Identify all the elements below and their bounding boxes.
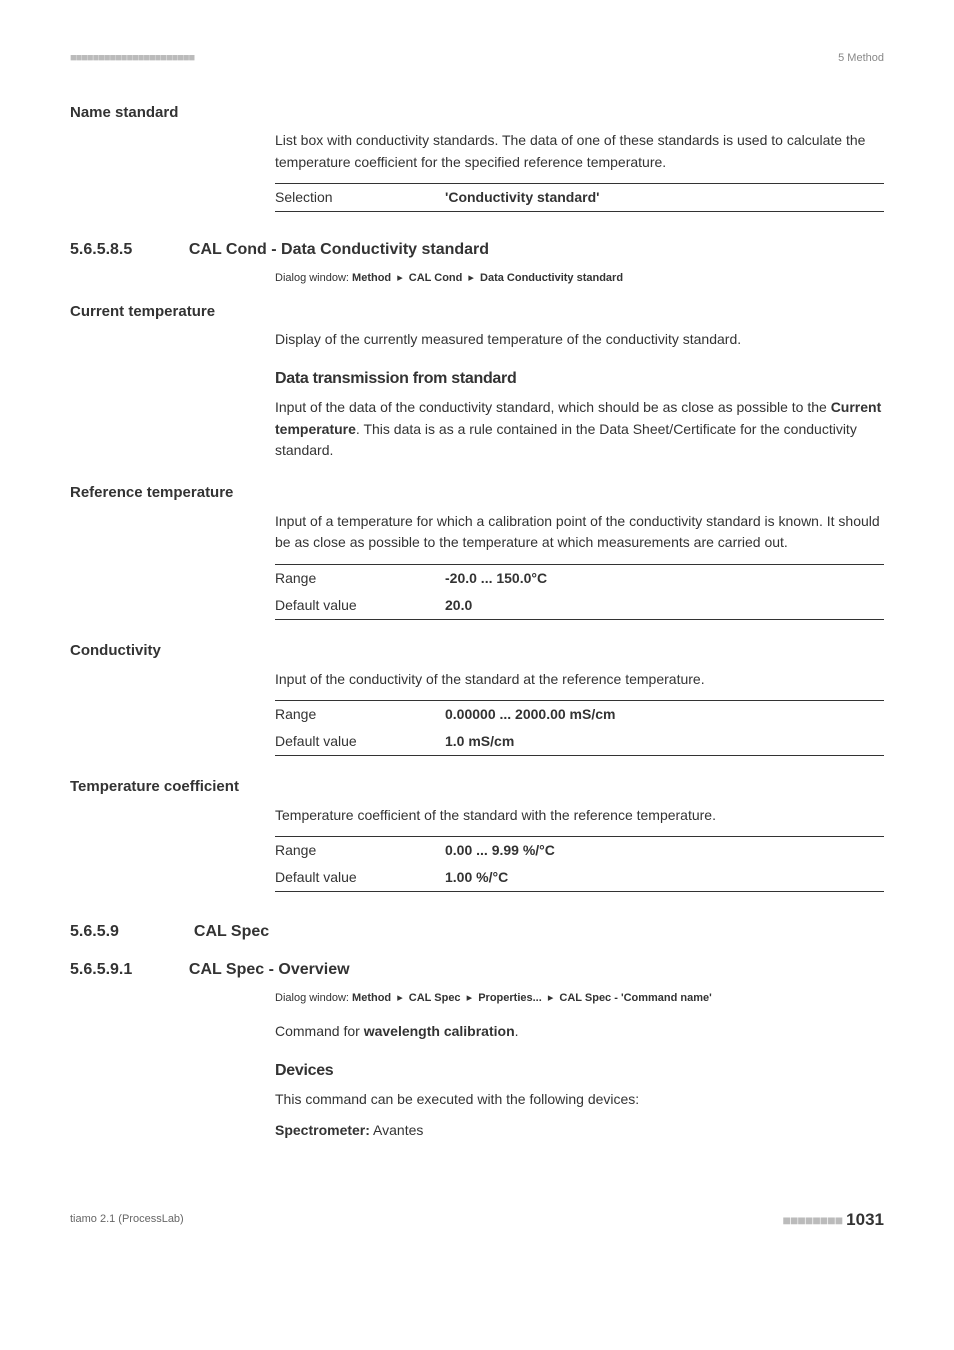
section-conductivity: Conductivity Input of the conductivity o… bbox=[70, 640, 884, 756]
dialog-part: Method bbox=[352, 272, 391, 284]
heading-number: 5.6.5.9.1 bbox=[70, 958, 185, 982]
cell-default-label: Default value bbox=[275, 864, 445, 892]
cell-range-label: Range bbox=[275, 837, 445, 865]
header-chapter: 5 Method bbox=[838, 50, 884, 67]
text-temperature-coefficient: Temperature coefficient of the standard … bbox=[275, 805, 884, 827]
cell-default-value: 1.00 %/°C bbox=[445, 864, 884, 892]
text-data-transmission: Input of the data of the conductivity st… bbox=[275, 397, 884, 462]
text-reference-temperature: Input of a temperature for which a calib… bbox=[275, 511, 884, 554]
text-fragment: . This data is as a rule contained in th… bbox=[275, 421, 857, 459]
subheading-devices: Devices bbox=[275, 1059, 884, 1083]
cell-selection-label: Selection bbox=[275, 184, 445, 212]
cell-selection-value: 'Conductivity standard' bbox=[445, 184, 884, 212]
dialog-part: CAL Spec bbox=[409, 992, 461, 1004]
label-current-temperature: Current temperature bbox=[70, 301, 884, 324]
table-temperature-coefficient: Range 0.00 ... 9.99 %/°C Default value 1… bbox=[275, 836, 884, 892]
text-spectrometer: Spectrometer: Avantes bbox=[275, 1120, 884, 1142]
text-name-standard: List box with conductivity standards. Th… bbox=[275, 130, 884, 173]
separator-icon: ▸ bbox=[394, 272, 406, 284]
heading-number: 5.6.5.9 bbox=[70, 920, 190, 944]
text-fragment: Input of the data of the conductivity st… bbox=[275, 399, 831, 415]
section-reference-temperature: Reference temperature Input of a tempera… bbox=[70, 482, 884, 620]
footer-number: 1031 bbox=[846, 1210, 884, 1229]
label-temperature-coefficient: Temperature coefficient bbox=[70, 776, 884, 799]
heading-5-6-5-9: 5.6.5.9 CAL Spec bbox=[70, 920, 884, 944]
table-reference-temperature: Range -20.0 ... 150.0°C Default value 20… bbox=[275, 564, 884, 620]
label-name-standard: Name standard bbox=[70, 102, 884, 125]
cell-default-label: Default value bbox=[275, 728, 445, 756]
heading-title: CAL Spec bbox=[194, 920, 269, 944]
heading-title: CAL Spec - Overview bbox=[189, 958, 350, 982]
section-temperature-coefficient: Temperature coefficient Temperature coef… bbox=[70, 776, 884, 892]
dialog-part: CAL Cond bbox=[409, 272, 463, 284]
cell-range-value: 0.00000 ... 2000.00 mS/cm bbox=[445, 701, 884, 729]
label-conductivity: Conductivity bbox=[70, 640, 884, 663]
table-row: Range 0.00000 ... 2000.00 mS/cm bbox=[275, 701, 884, 729]
text-bold-inline: wavelength calibration bbox=[364, 1023, 515, 1039]
page-footer: tiamo 2.1 (ProcessLab) ■■■■■■■■1031 bbox=[70, 1192, 884, 1233]
spectrometer-label: Spectrometer: bbox=[275, 1122, 370, 1138]
dialog-prefix: Dialog window: bbox=[275, 992, 352, 1004]
cell-default-label: Default value bbox=[275, 592, 445, 620]
cell-range-label: Range bbox=[275, 565, 445, 593]
table-conductivity: Range 0.00000 ... 2000.00 mS/cm Default … bbox=[275, 700, 884, 756]
text-fragment: . bbox=[515, 1023, 519, 1039]
separator-icon: ▸ bbox=[465, 272, 477, 284]
table-row: Default value 1.00 %/°C bbox=[275, 864, 884, 892]
table-row: Range 0.00 ... 9.99 %/°C bbox=[275, 837, 884, 865]
label-reference-temperature: Reference temperature bbox=[70, 482, 884, 505]
dialog-prefix: Dialog window: bbox=[275, 272, 352, 284]
spectrometer-value: Avantes bbox=[370, 1122, 423, 1138]
heading-5-6-5-9-1: 5.6.5.9.1 CAL Spec - Overview bbox=[70, 958, 884, 982]
heading-5-6-5-8-5: 5.6.5.8.5 CAL Cond - Data Conductivity s… bbox=[70, 238, 884, 262]
header-dots: ■■■■■■■■■■■■■■■■■■■■■■ bbox=[70, 50, 194, 67]
text-fragment: Command for bbox=[275, 1023, 364, 1039]
dialog-path-cal-spec: Dialog window: Method ▸ CAL Spec ▸ Prope… bbox=[275, 990, 884, 1007]
cell-range-value: -20.0 ... 150.0°C bbox=[445, 565, 884, 593]
footer-dots: ■■■■■■■■ bbox=[783, 1212, 843, 1228]
subheading-data-transmission: Data transmission from standard bbox=[275, 367, 884, 391]
dialog-part: Data Conductivity standard bbox=[480, 272, 623, 284]
table-row: Selection 'Conductivity standard' bbox=[275, 184, 884, 212]
table-row: Range -20.0 ... 150.0°C bbox=[275, 565, 884, 593]
footer-page-number: ■■■■■■■■1031 bbox=[783, 1207, 884, 1233]
table-row: Default value 20.0 bbox=[275, 592, 884, 620]
footer-product: tiamo 2.1 (ProcessLab) bbox=[70, 1211, 184, 1228]
cell-default-value: 20.0 bbox=[445, 592, 884, 620]
dialog-path-cal-cond: Dialog window: Method ▸ CAL Cond ▸ Data … bbox=[275, 270, 884, 287]
heading-title: CAL Cond - Data Conductivity standard bbox=[189, 238, 489, 262]
cell-default-value: 1.0 mS/cm bbox=[445, 728, 884, 756]
table-name-standard: Selection 'Conductivity standard' bbox=[275, 183, 884, 212]
separator-icon: ▸ bbox=[545, 992, 557, 1004]
text-conductivity: Input of the conductivity of the standar… bbox=[275, 669, 884, 691]
text-current-temperature: Display of the currently measured temper… bbox=[275, 329, 884, 351]
page-header: ■■■■■■■■■■■■■■■■■■■■■■ 5 Method bbox=[70, 50, 884, 67]
dialog-part: CAL Spec - 'Command name' bbox=[559, 992, 711, 1004]
text-command-for: Command for wavelength calibration. bbox=[275, 1021, 884, 1043]
dialog-part: Properties... bbox=[478, 992, 542, 1004]
section-name-standard: Name standard List box with conductivity… bbox=[70, 102, 884, 213]
text-devices: This command can be executed with the fo… bbox=[275, 1089, 884, 1111]
cell-range-label: Range bbox=[275, 701, 445, 729]
section-current-temperature: Current temperature Display of the curre… bbox=[70, 301, 884, 462]
heading-number: 5.6.5.8.5 bbox=[70, 238, 185, 262]
table-row: Default value 1.0 mS/cm bbox=[275, 728, 884, 756]
separator-icon: ▸ bbox=[394, 992, 406, 1004]
separator-icon: ▸ bbox=[464, 992, 476, 1004]
cell-range-value: 0.00 ... 9.99 %/°C bbox=[445, 837, 884, 865]
dialog-part: Method bbox=[352, 992, 391, 1004]
